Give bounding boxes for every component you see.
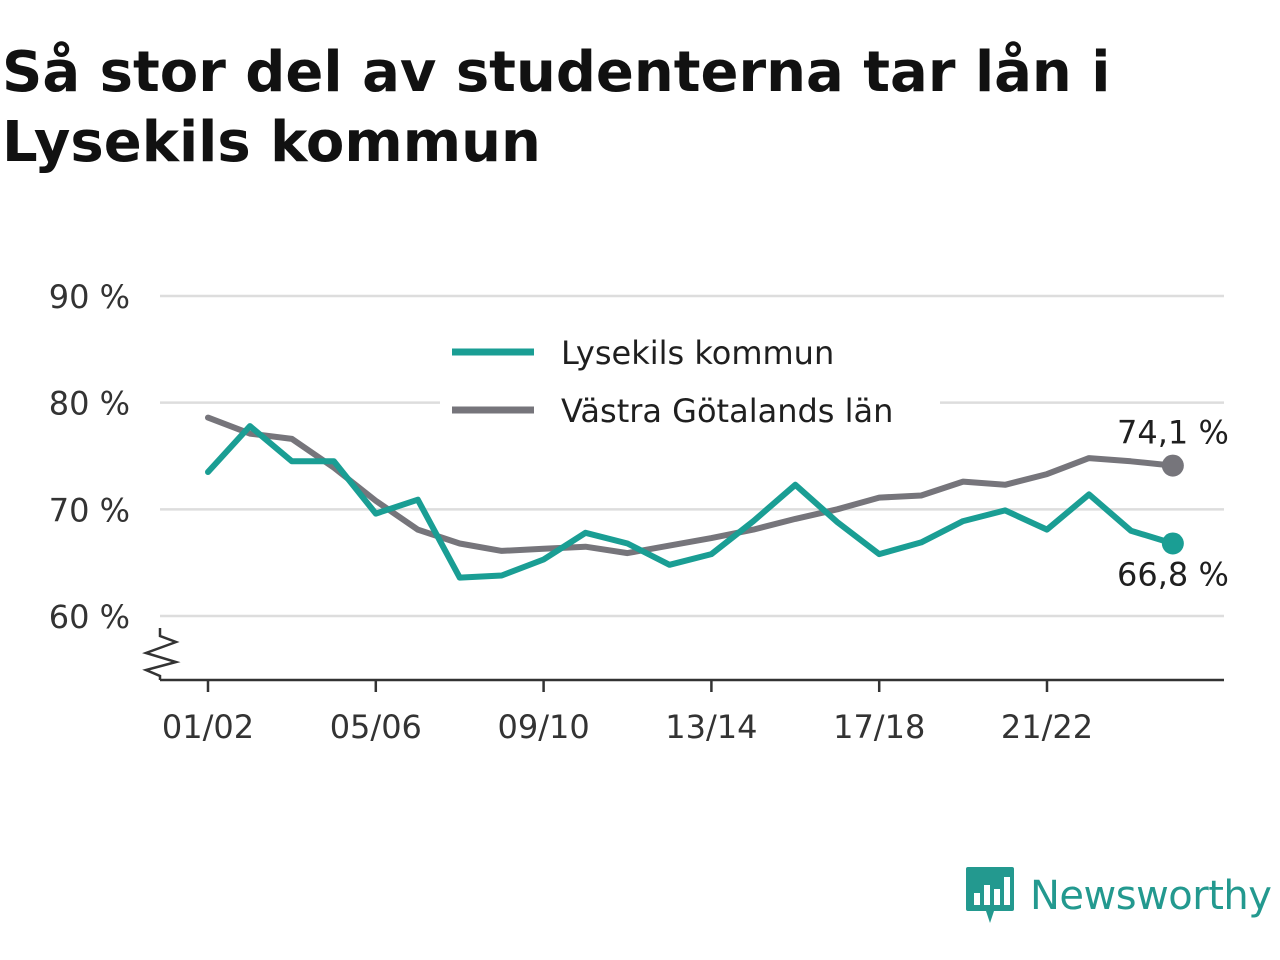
brand-name: Newsworthy [1030, 873, 1272, 919]
legend-background [440, 322, 940, 434]
series-end-point-lysekil [1161, 532, 1184, 555]
series-end-point-vastra [1161, 454, 1184, 477]
newsworthy-logo-icon [966, 867, 1014, 923]
x-tick-label: 17/18 [833, 708, 925, 746]
end-label-lysekil: 66,8 % [1117, 555, 1229, 593]
y-tick-label: 80 % [49, 385, 130, 423]
legend-label: Västra Götalands län [561, 392, 893, 430]
x-axis [142, 628, 1224, 682]
x-tick-label: 01/02 [162, 708, 254, 746]
y-tick-label: 60 % [49, 598, 130, 636]
series-line-vastra [205, 414, 1176, 557]
x-tick-label: 05/06 [330, 708, 422, 746]
x-tick-label: 13/14 [665, 708, 757, 746]
x-tick-label: 21/22 [1001, 708, 1093, 746]
y-tick-label: 90 % [49, 278, 130, 316]
end-labels: 74,1 % 66,8 % [1117, 414, 1229, 594]
series-lines [205, 414, 1184, 581]
line-chart: 60 % 70 % 80 % 90 % 01/02 05/06 09/10 13/14 17/… [49, 278, 1229, 746]
legend-label: Lysekils kommun [561, 334, 834, 372]
legend: Lysekils kommun Västra Götalands län [440, 322, 940, 434]
x-tick-label: 09/10 [497, 708, 589, 746]
series-line-lysekil [205, 423, 1176, 581]
end-label-vastra: 74,1 % [1117, 414, 1229, 452]
y-tick-label: 70 % [49, 491, 130, 529]
x-axis-ticks: 01/02 05/06 09/10 13/14 17/18 21/22 [162, 680, 1093, 746]
y-axis-ticks: 60 % 70 % 80 % 90 % [49, 278, 130, 636]
brand: Newsworthy [964, 864, 1272, 928]
chart-title: Så stor del av studenterna tar lån i Lys… [2, 40, 1111, 175]
y-axis-break [142, 628, 181, 680]
